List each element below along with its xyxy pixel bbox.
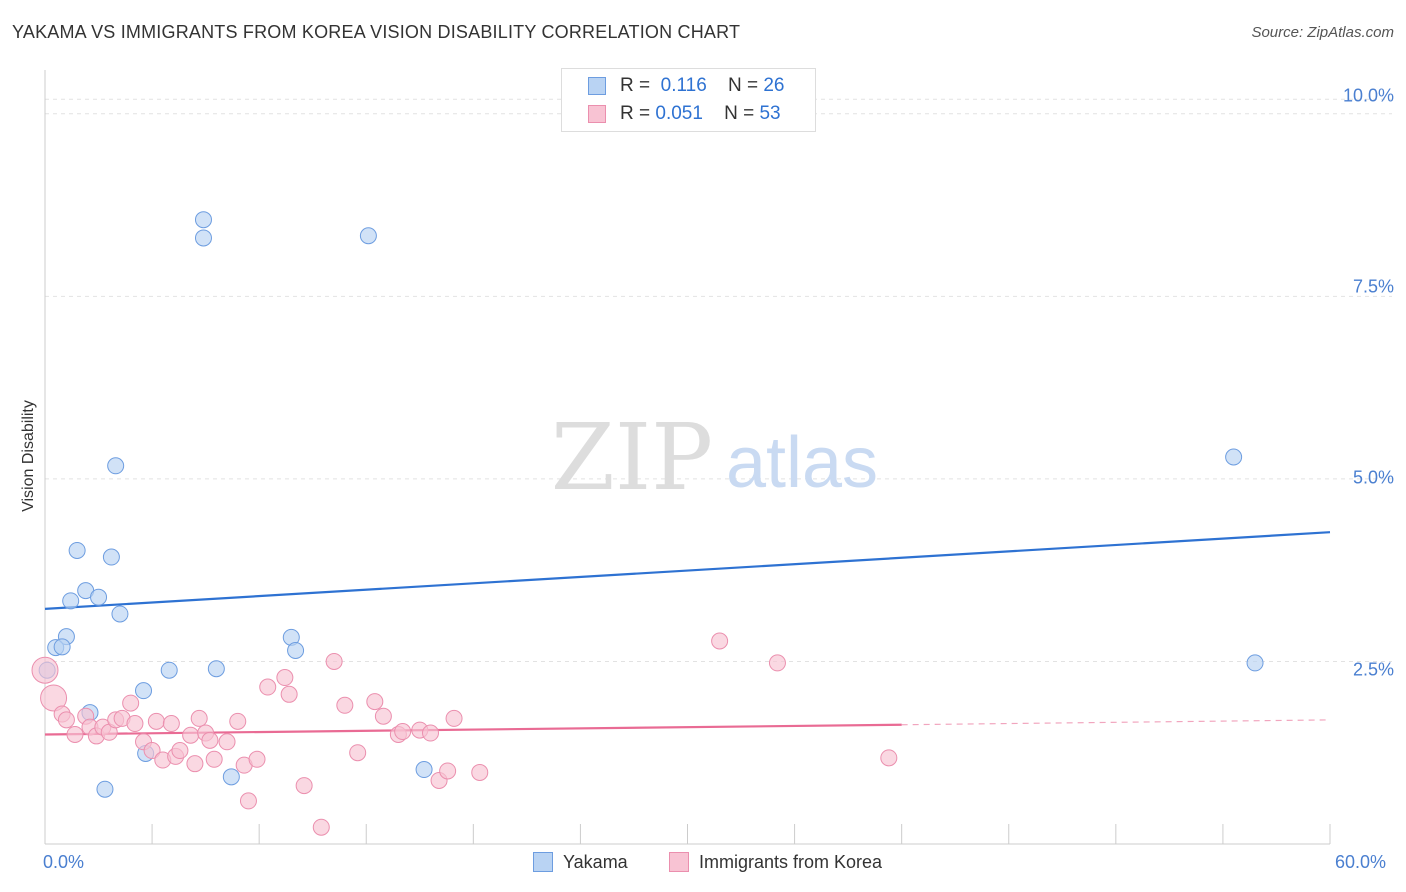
legend-swatch-korea (588, 105, 606, 123)
y-axis-label: Vision Disability (20, 400, 37, 512)
bottom-legend-yakama: Yakama (533, 852, 628, 873)
yakama-point (415, 761, 433, 779)
korea-point (205, 750, 223, 768)
trend-line-dashed-1 (901, 719, 1331, 726)
yakama-point (62, 592, 80, 610)
korea-point (201, 731, 219, 749)
korea-point (280, 685, 298, 703)
korea-point (312, 818, 330, 836)
yakama-point (111, 605, 129, 623)
legend-r-value: 0.051 (655, 103, 703, 124)
korea-point (122, 694, 140, 712)
yakama-point (359, 227, 377, 245)
korea-point (259, 678, 277, 696)
watermark-atlas: atlas (726, 423, 878, 503)
chart-source: Source: ZipAtlas.com (1251, 24, 1394, 41)
bottom-legend-label-yakama: Yakama (563, 852, 628, 872)
korea-point (768, 654, 786, 672)
korea-point (445, 709, 463, 727)
yakama-point (160, 661, 178, 679)
korea-point (439, 762, 457, 780)
yakama-point (102, 548, 120, 566)
korea-point (248, 750, 266, 768)
bottom-legend-swatch-korea (669, 852, 689, 872)
watermark-zip: ZIP (551, 404, 713, 511)
korea-point (295, 777, 313, 795)
legend-r-value: 0.116 (660, 75, 707, 96)
korea-point (147, 712, 165, 730)
yakama-point (107, 457, 125, 475)
bottom-legend-korea: Immigrants from Korea (669, 852, 882, 873)
korea-point (394, 723, 412, 741)
watermark: ZIP atlas (551, 404, 878, 511)
chart-title: YAKAMA VS IMMIGRANTS FROM KOREA VISION D… (12, 22, 741, 42)
yakama-point (222, 768, 240, 786)
legend-r-label: R = (620, 75, 651, 96)
korea-point (182, 726, 200, 744)
korea-point (162, 715, 180, 733)
korea-point (325, 652, 343, 670)
stats-legend: R = 0.116 N = 26 R = 0.051 N = 53 (561, 68, 816, 132)
korea-point (126, 715, 144, 733)
korea-point (57, 711, 75, 729)
bottom-legend-swatch-yakama (533, 852, 553, 872)
legend-n-label: N = (727, 75, 759, 96)
korea-point (711, 632, 729, 650)
yakama-point (135, 682, 153, 700)
korea-point (471, 763, 489, 781)
korea-point (276, 669, 294, 687)
legend-r-label: R = (620, 103, 651, 124)
korea-point (880, 749, 898, 767)
legend-n-value: 53 (759, 103, 781, 124)
legend-n-label: N = (724, 103, 755, 124)
korea-point (66, 725, 84, 743)
korea-point (229, 712, 247, 730)
data-points (31, 211, 1264, 836)
yakama-point (90, 588, 108, 606)
legend-swatch-yakama (588, 77, 606, 95)
korea-point (422, 724, 439, 742)
trend-lines (44, 531, 1331, 736)
korea-point (190, 709, 208, 727)
bottom-legend-label-korea: Immigrants from Korea (699, 852, 883, 872)
yakama-point (1246, 654, 1264, 672)
korea-point (374, 707, 392, 725)
y-tick-label: 10.0% (1342, 85, 1394, 106)
korea-point (336, 696, 354, 714)
korea-point (143, 742, 161, 760)
korea-point (186, 755, 204, 773)
y-tick-label: 2.5% (1352, 659, 1394, 680)
x-tick-label-min: 0.0% (43, 852, 85, 872)
x-tick-label-max: 60.0% (1335, 852, 1387, 872)
yakama-point (207, 660, 225, 678)
axes (44, 70, 1331, 845)
yakama-point (194, 211, 212, 229)
grid-lines (45, 98, 1392, 662)
legend-n-value: 26 (763, 75, 785, 96)
y-tick-label: 7.5% (1352, 276, 1394, 297)
korea-point (239, 792, 257, 810)
y-tick-label: 5.0% (1352, 467, 1394, 488)
korea-point (366, 693, 384, 711)
yakama-point (68, 541, 86, 559)
korea-point (40, 684, 68, 712)
yakama-point (1225, 448, 1243, 466)
korea-point (31, 656, 59, 684)
trend-line-0 (44, 531, 1331, 610)
korea-point (349, 744, 367, 762)
yakama-point (96, 780, 114, 798)
korea-point (171, 742, 189, 760)
korea-point (218, 733, 236, 751)
yakama-point (194, 229, 212, 247)
yakama-point (287, 642, 305, 659)
yakama-point (53, 638, 71, 656)
